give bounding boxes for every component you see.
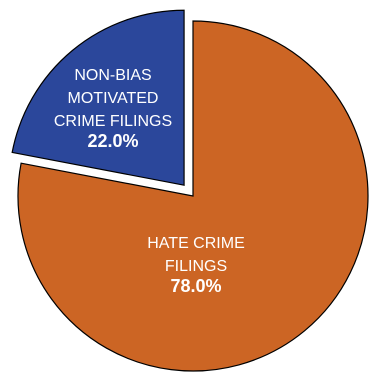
pie-slice-0 [17,20,369,372]
slice-label-line: NON-BIAS [74,67,151,84]
slice-value-label: 78.0% [170,276,221,296]
slice-label-line: MOTIVATED [68,90,159,107]
slice-label-line: HATE CRIME [147,235,244,252]
slice-label-line: CRIME FILINGS [54,113,172,130]
pie-slice-1 [11,9,185,186]
slice-value-label: 22.0% [87,131,138,151]
slice-label-line: FILINGS [165,258,227,275]
